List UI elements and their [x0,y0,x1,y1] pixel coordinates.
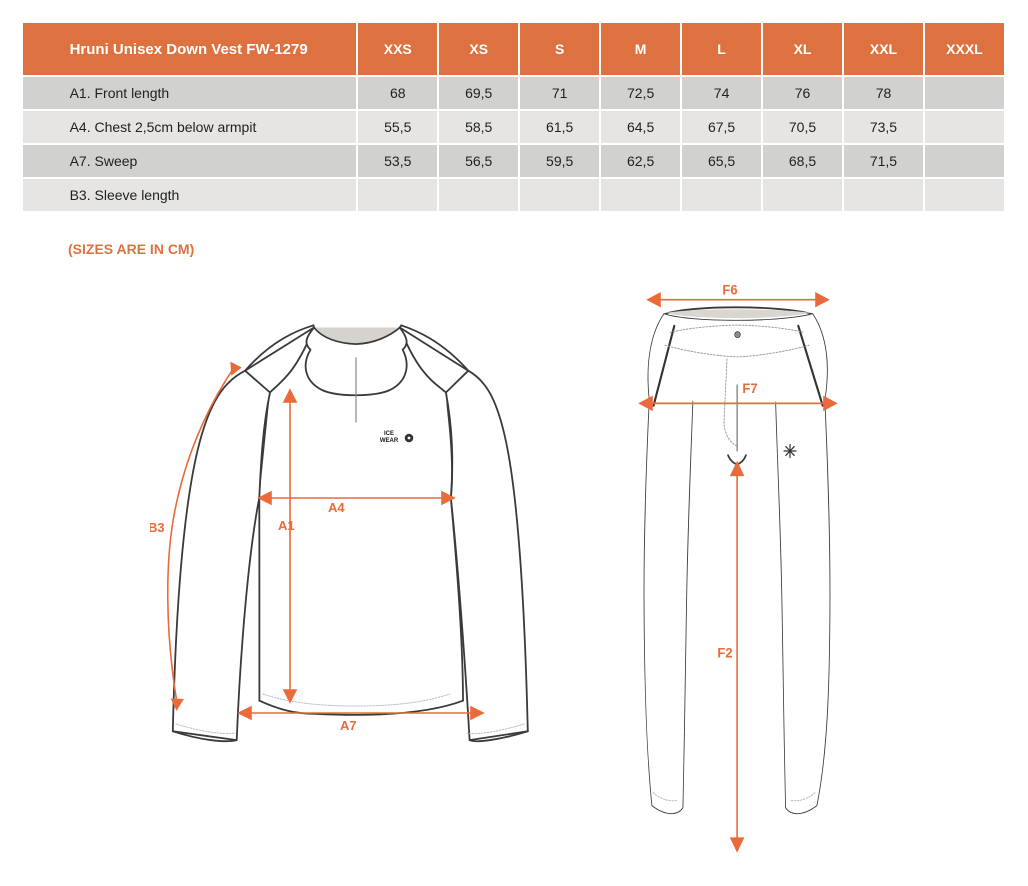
svg-text:F6: F6 [722,282,737,297]
svg-text:A1: A1 [278,518,295,533]
svg-text:A7: A7 [340,718,357,733]
svg-text:F2: F2 [717,644,732,659]
svg-text:WEAR: WEAR [380,438,399,444]
svg-text:F7: F7 [742,380,757,395]
svg-text:A4: A4 [328,500,345,515]
svg-text:B3: B3 [150,520,165,535]
svg-text:ICE: ICE [384,431,394,437]
